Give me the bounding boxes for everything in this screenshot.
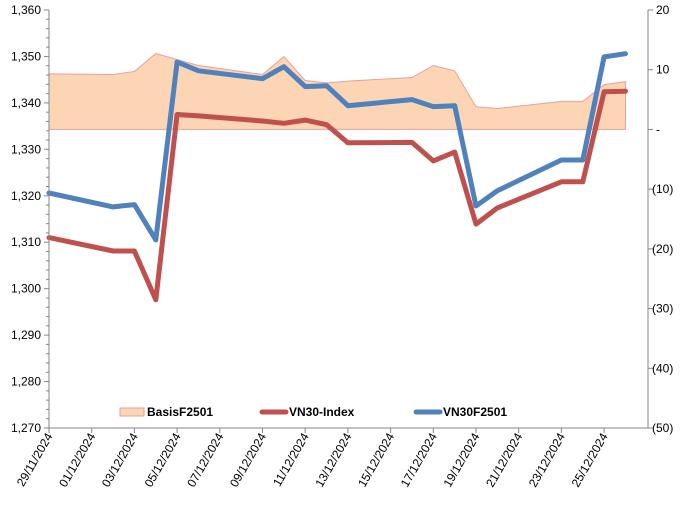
- right-axis-tick-label: (20): [652, 242, 673, 256]
- left-axis-tick-label: 1,290: [11, 328, 41, 342]
- x-axis-tick-label: 13/12/2024: [312, 430, 354, 489]
- left-axis-tick-label: 1,270: [11, 421, 41, 435]
- x-axis-tick-label: 07/12/2024: [184, 430, 226, 489]
- x-axis-tick-label: 05/12/2024: [142, 430, 184, 489]
- left-axis-tick-label: 1,330: [11, 142, 41, 156]
- series-line-vn30-index: [46, 88, 628, 303]
- right-axis-tick-label: 20: [656, 3, 670, 17]
- right-axis-tick-label: (10): [652, 182, 673, 196]
- series-line-vn30f2501: [46, 51, 628, 243]
- x-axis-tick-label: 23/12/2024: [526, 430, 568, 489]
- x-axis-tick-label: 29/11/2024: [14, 430, 56, 489]
- x-axis-tick-label: 21/12/2024: [483, 430, 525, 489]
- x-axis-tick-label: 17/12/2024: [398, 430, 440, 489]
- legend-label-basisf2501: BasisF2501: [147, 405, 213, 419]
- right-axis-tick-label: (40): [652, 361, 673, 375]
- left-axis-tick-label: 1,320: [11, 189, 41, 203]
- right-axis-tick-label: -: [656, 122, 660, 136]
- right-axis-tick-label: (50): [652, 421, 673, 435]
- left-axis-tick-label: 1,300: [11, 282, 41, 296]
- x-axis-tick-label: 03/12/2024: [99, 430, 141, 489]
- series-area-basisf2501: [48, 53, 627, 130]
- legend-label-vn30f2501: VN30F2501: [443, 405, 507, 419]
- x-axis-tick-label: 19/12/2024: [440, 430, 482, 489]
- x-axis-tick-label: 01/12/2024: [56, 430, 98, 489]
- x-axis: 29/11/2024 01/12/2024 03/12/2024 05/12/2024…: [14, 427, 648, 490]
- legend: BasisF2501 VN30-Index VN30F2501: [119, 405, 507, 419]
- left-axis-tick-label: 1,310: [11, 235, 41, 249]
- legend-label-vn30-index: VN30-Index: [289, 405, 355, 419]
- left-axis: 1,270 1,280 1,290 1,300 1,310 1,320 1,330 1,340…: [11, 3, 50, 435]
- x-axis-tick-label: 25/12/2024: [569, 430, 611, 489]
- left-axis-tick-label: 1,360: [11, 3, 41, 17]
- right-axis: (50) (40) (30) (20) (10) - 10 20: [647, 3, 673, 435]
- legend-swatch-basisf2501: [119, 407, 145, 417]
- right-axis-tick-label: (30): [652, 302, 673, 316]
- left-axis-tick-label: 1,350: [11, 49, 41, 63]
- right-axis-tick-label: 10: [656, 63, 670, 77]
- x-axis-tick-label: 15/12/2024: [355, 430, 397, 489]
- left-axis-tick-label: 1,280: [11, 375, 41, 389]
- left-axis-tick-label: 1,340: [11, 96, 41, 110]
- x-axis-tick-label: 09/12/2024: [227, 430, 269, 489]
- plot-area: [46, 51, 628, 303]
- x-axis-tick-label: 11/12/2024: [270, 430, 312, 489]
